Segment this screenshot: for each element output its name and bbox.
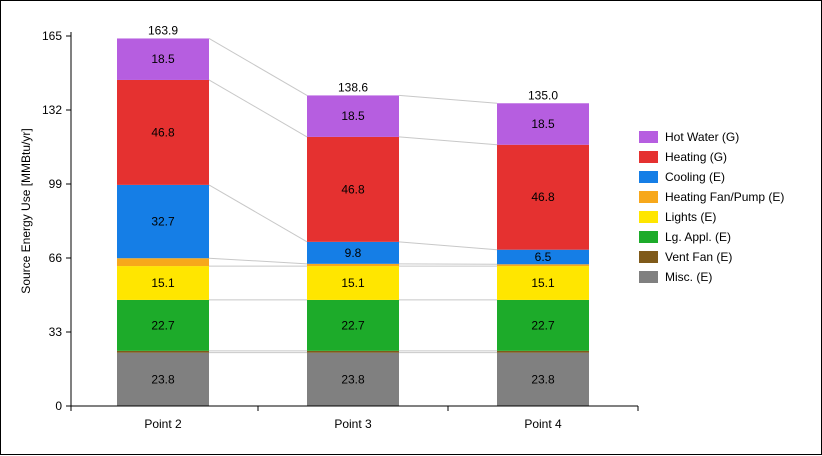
legend-swatch (639, 131, 658, 143)
legend-swatch (639, 231, 658, 243)
legend-label: Vent Fan (E) (665, 250, 732, 264)
bar-segment (497, 351, 589, 353)
connector-line (399, 137, 497, 145)
bar-segment (117, 351, 209, 353)
y-tick-label: 66 (49, 251, 63, 265)
legend-swatch (639, 271, 658, 283)
legend-label: Misc. (E) (665, 270, 712, 284)
connector-line (209, 258, 307, 264)
bar-segment (307, 264, 399, 266)
connector-line (399, 242, 497, 250)
data-label: 22.7 (531, 318, 555, 332)
legend-label: Heating Fan/Pump (E) (665, 190, 784, 204)
bar-segment (117, 258, 209, 266)
data-label: 23.8 (151, 372, 175, 386)
y-tick-label: 33 (49, 325, 63, 339)
data-label: 22.7 (341, 318, 365, 332)
data-label: 46.8 (151, 125, 175, 139)
data-label: 23.8 (531, 372, 555, 386)
connector-line (209, 38, 307, 95)
data-label: 15.1 (531, 276, 555, 290)
legend-swatch (639, 171, 658, 183)
y-tick-label: 165 (42, 29, 62, 43)
data-label: 18.5 (151, 52, 175, 66)
data-label: 15.1 (341, 276, 365, 290)
legend-label: Heating (G) (665, 150, 727, 164)
y-tick-label: 132 (42, 103, 62, 117)
data-label: 18.5 (341, 109, 365, 123)
bars: 23.8 22.7 15.1 32.7 46.8 18.5 163.9 23.8 22.7 15.… (117, 23, 589, 406)
total-label: 138.6 (338, 80, 368, 94)
legend-label: Lg. Appl. (E) (665, 230, 731, 244)
legend-swatch (639, 251, 658, 263)
legend-swatch (639, 151, 658, 163)
legend-swatch (639, 211, 658, 223)
bar-segment (307, 351, 399, 353)
data-label: 23.8 (341, 372, 365, 386)
data-label: 9.8 (345, 246, 362, 260)
data-label: 46.8 (341, 182, 365, 196)
data-label: 18.5 (531, 117, 555, 131)
x-tick-label: Point 4 (524, 417, 562, 431)
x-tick-label: Point 2 (144, 417, 182, 431)
y-tick-label: 0 (55, 399, 62, 413)
y-tick-label: 99 (49, 177, 63, 191)
total-label: 135.0 (528, 88, 558, 102)
data-label: 32.7 (151, 215, 175, 229)
connector-line (209, 80, 307, 137)
legend-label: Lights (E) (665, 210, 716, 224)
connector-line (209, 185, 307, 242)
total-label: 163.9 (148, 23, 178, 37)
data-label: 22.7 (151, 318, 175, 332)
y-axis-title: Source Energy Use [MMBtu/yr] (19, 128, 33, 293)
x-tick-label: Point 3 (334, 417, 372, 431)
data-label: 46.8 (531, 190, 555, 204)
connector-line (399, 95, 497, 103)
data-label: 6.5 (535, 250, 552, 264)
data-label: 15.1 (151, 276, 175, 290)
legend: Hot Water (G) Heating (G) Cooling (E) Heati… (639, 130, 784, 284)
legend-label: Cooling (E) (665, 170, 725, 184)
legend-label: Hot Water (G) (665, 130, 739, 144)
bar-segment (497, 264, 589, 266)
legend-swatch (639, 191, 658, 203)
